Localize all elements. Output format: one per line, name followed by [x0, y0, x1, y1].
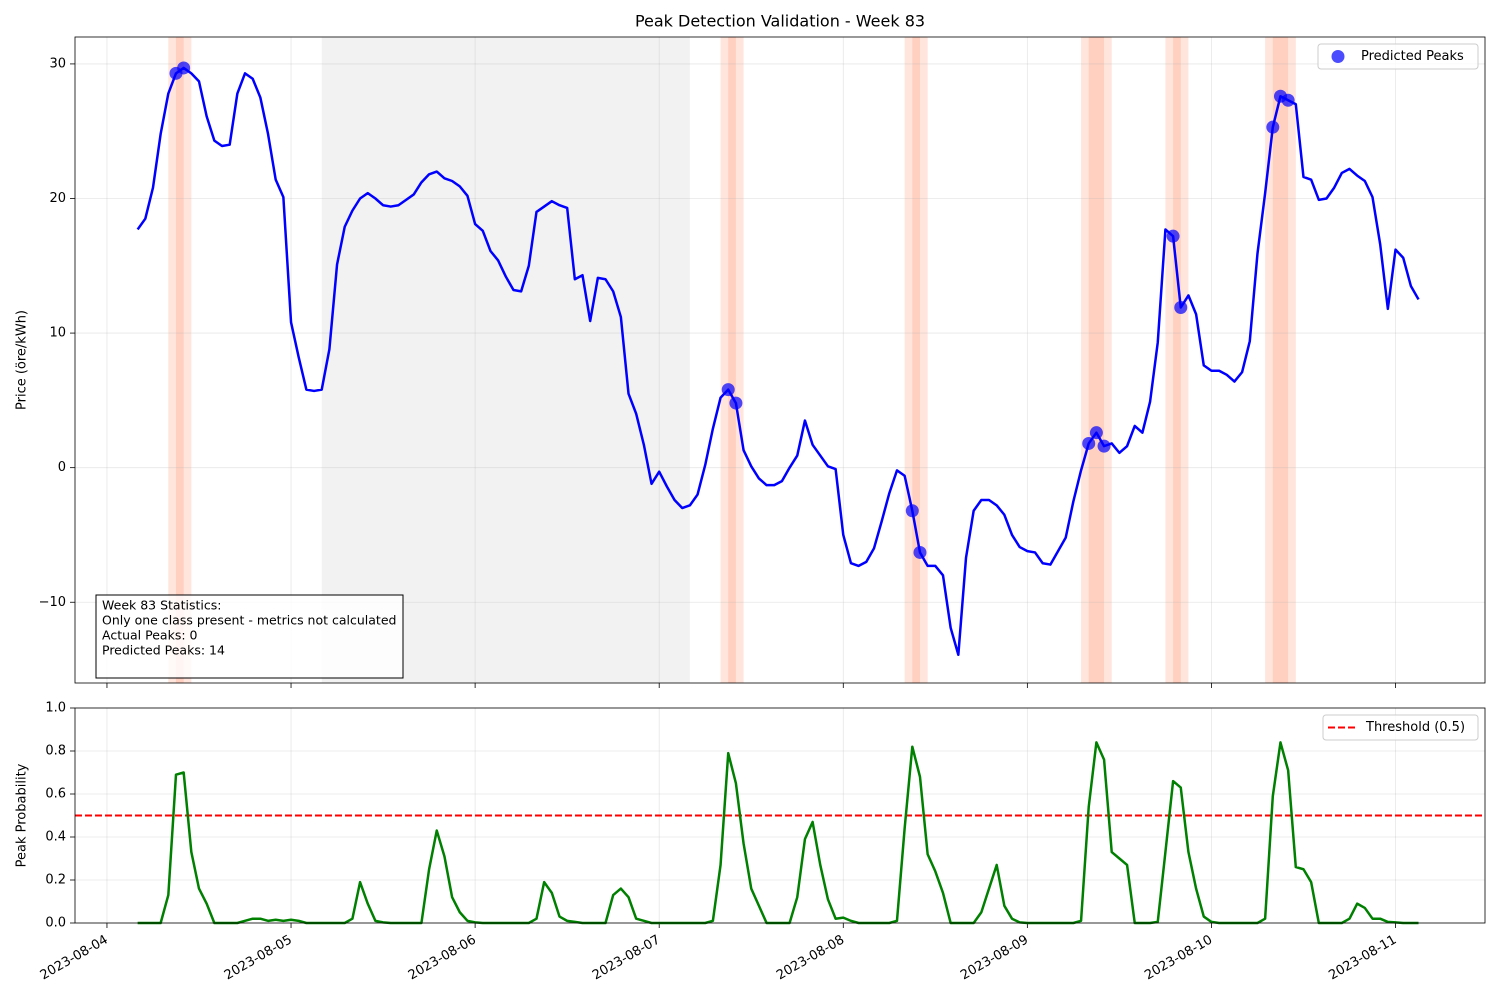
weekend-span	[321, 37, 506, 683]
predicted-peak	[1281, 93, 1295, 107]
peak-span	[1096, 37, 1112, 683]
peak-span	[1081, 37, 1097, 683]
y-tick-label: 30	[49, 56, 66, 71]
stats-line: Week 83 Statistics:	[102, 598, 221, 613]
peak-span	[1280, 37, 1296, 683]
y-tick-label: 0.8	[45, 744, 66, 759]
peak-span	[1088, 37, 1105, 683]
predicted-peak	[905, 504, 919, 518]
predicted-peak	[1166, 229, 1180, 243]
legend-marker	[1331, 50, 1345, 63]
axes-frame	[74, 36, 1486, 684]
peak-span	[1265, 37, 1281, 683]
predicted-peak	[729, 396, 743, 410]
predicted-peak	[1089, 426, 1103, 440]
peak-span	[728, 37, 744, 683]
stats-line: Predicted Peaks: 14	[102, 643, 225, 658]
predicted-peak	[1174, 301, 1188, 315]
peak-span	[720, 37, 736, 683]
y-axis-label: Price (öre/kWh)	[15, 310, 30, 410]
predicted-peak	[177, 61, 191, 75]
y-tick-label: 10	[49, 326, 66, 341]
y-tick-label: 0.0	[45, 916, 66, 931]
legend-label: Threshold (0.5)	[1365, 720, 1465, 735]
data-line	[136, 66, 1420, 656]
peak-span	[168, 37, 184, 683]
predicted-peak	[913, 545, 927, 559]
peak-span	[1173, 37, 1189, 683]
predicted-peak	[1082, 436, 1096, 450]
y-tick-label: 0	[58, 460, 66, 475]
legend-box	[1322, 714, 1479, 741]
peak-span	[1165, 37, 1181, 683]
peak-span	[912, 37, 928, 683]
y-tick-label: 20	[49, 191, 66, 206]
peak-span	[904, 37, 920, 683]
axes-frame	[74, 707, 1486, 924]
legend-box	[1317, 43, 1479, 70]
predicted-peak	[721, 383, 735, 397]
y-tick-label: 1.0	[45, 701, 66, 716]
y-tick-label: 0.6	[45, 787, 66, 802]
predicted-peak	[1097, 439, 1111, 453]
y-tick-label: −10	[39, 595, 66, 610]
stats-box	[95, 594, 404, 679]
y-tick-label: 0.2	[45, 873, 66, 888]
peak-span	[1272, 37, 1289, 683]
y-axis-label: Peak Probability	[15, 763, 30, 867]
stats-line: Actual Peaks: 0	[102, 628, 198, 643]
legend-label: Predicted Peaks	[1361, 49, 1464, 64]
weekend-span	[505, 37, 690, 683]
predicted-peak	[1266, 120, 1280, 134]
chart-title: Peak Detection Validation - Week 83	[635, 12, 925, 31]
stats-line: Only one class present - metrics not cal…	[102, 613, 396, 628]
peak-span	[175, 37, 192, 683]
y-tick-label: 0.4	[45, 830, 66, 845]
